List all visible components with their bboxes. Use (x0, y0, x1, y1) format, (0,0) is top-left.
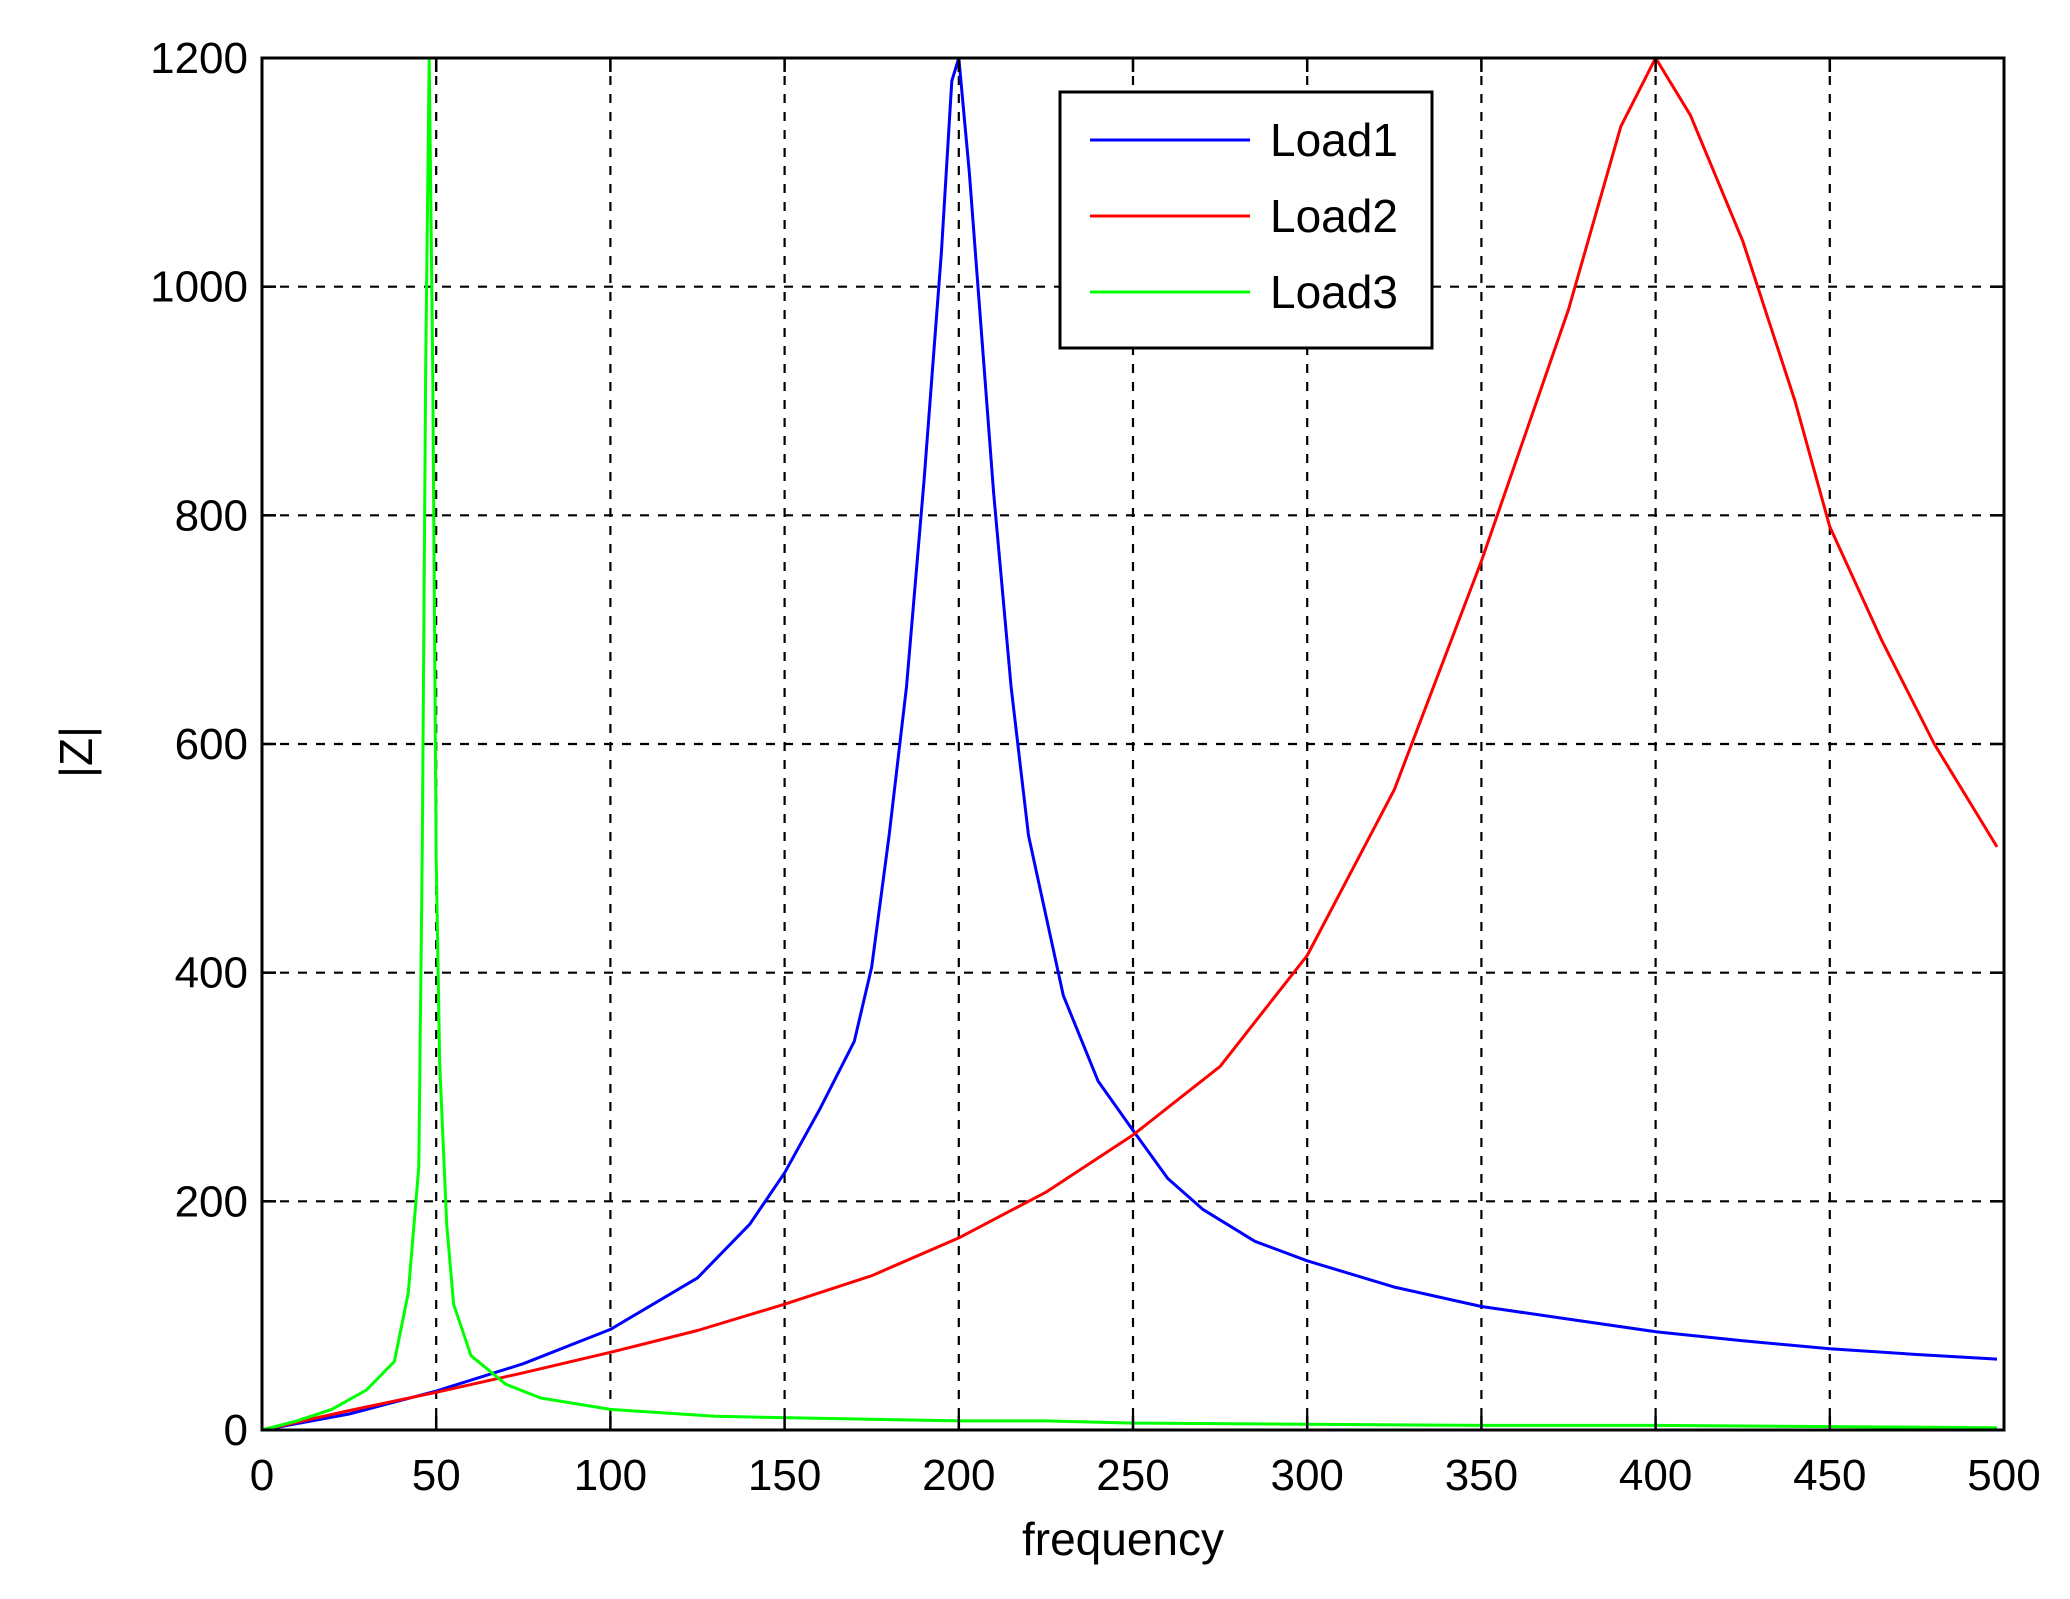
x-tick-label: 250 (1096, 1451, 1169, 1500)
x-tick-label: 400 (1619, 1451, 1692, 1500)
x-tick-label: 300 (1270, 1451, 1343, 1500)
y-tick-label: 600 (175, 720, 248, 769)
x-tick-label: 50 (412, 1451, 461, 1500)
axis-ticks: 0 50 100 150 200 250 300 350 400 450 500 0 200 400 600… (150, 34, 2041, 1500)
y-tick-label: 400 (175, 949, 248, 998)
x-tick-label: 350 (1445, 1451, 1518, 1500)
x-tick-label: 200 (922, 1451, 995, 1500)
legend-label-load2: Load2 (1270, 190, 1398, 242)
y-tick-label: 0 (224, 1406, 248, 1455)
x-tick-label: 150 (748, 1451, 821, 1500)
x-tick-label: 0 (250, 1451, 274, 1500)
legend-label-load3: Load3 (1270, 266, 1398, 318)
legend-box (1058, 90, 1434, 350)
y-tick-label: 800 (175, 491, 248, 540)
y-tick-label: 1000 (150, 263, 248, 312)
x-tick-label: 100 (574, 1451, 647, 1500)
x-tick-label: 450 (1793, 1451, 1866, 1500)
series-line-load1 (261, 56, 1998, 1432)
x-tick-label: 500 (1967, 1451, 2040, 1500)
y-tick-label: 1200 (150, 34, 248, 83)
y-axis-label: |Z| (50, 726, 102, 778)
series-line-load3 (261, 56, 1998, 1432)
x-axis-label: frequency (1022, 1513, 1224, 1565)
legend-label-load1: Load1 (1270, 114, 1398, 166)
series-line-load2 (261, 56, 1999, 1432)
series-lines (261, 56, 1999, 1432)
y-tick-label: 200 (175, 1177, 248, 1226)
legend: Load1 Load2 Load3 (1058, 90, 1434, 350)
